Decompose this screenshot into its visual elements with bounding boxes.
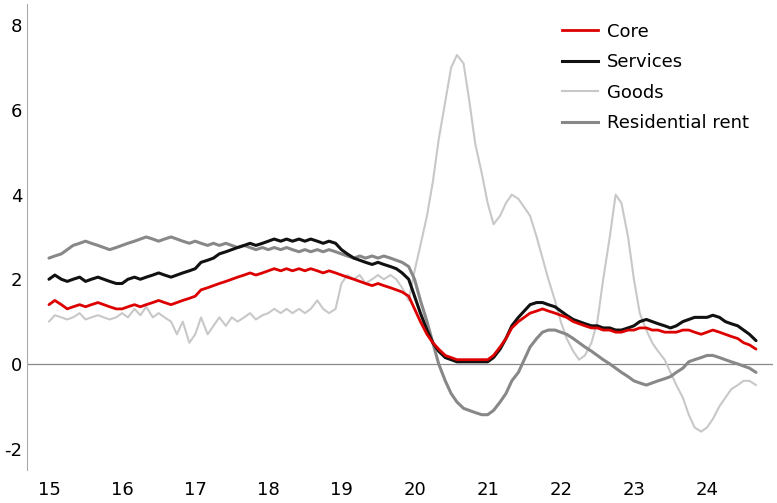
Services [209,255,218,261]
Residential rent [368,253,377,259]
Core [44,302,54,308]
Services [233,244,242,250]
Core [178,297,187,303]
Goods [233,318,242,324]
Core [190,293,200,299]
Legend: Core, Services, Goods, Residential rent: Core, Services, Goods, Residential rent [562,23,749,132]
Services [190,266,200,272]
Goods [696,429,706,435]
Residential rent [185,240,194,246]
Residential rent [751,369,761,375]
Core [270,266,279,272]
Core [452,357,462,363]
Goods [751,382,761,388]
Goods [190,331,200,338]
Goods [715,403,724,409]
Residential rent [477,411,486,417]
Core [751,346,761,352]
Line: Services: Services [49,239,756,362]
Core [233,274,242,280]
Services [270,236,279,242]
Line: Core: Core [49,269,756,360]
Line: Residential rent: Residential rent [49,237,756,414]
Core [368,283,377,289]
Services [368,262,377,268]
Residential rent [214,242,224,248]
Goods [178,318,187,324]
Goods [452,52,462,58]
Residential rent [239,242,249,248]
Services [44,276,54,282]
Line: Goods: Goods [49,55,756,432]
Goods [44,318,54,324]
Goods [361,281,370,287]
Core [209,283,218,289]
Residential rent [197,240,206,246]
Services [751,338,761,344]
Services [715,314,724,320]
Services [178,270,187,276]
Residential rent [141,234,151,240]
Goods [209,323,218,329]
Core [715,329,724,335]
Services [452,359,462,365]
Residential rent [44,255,54,261]
Residential rent [715,355,724,361]
